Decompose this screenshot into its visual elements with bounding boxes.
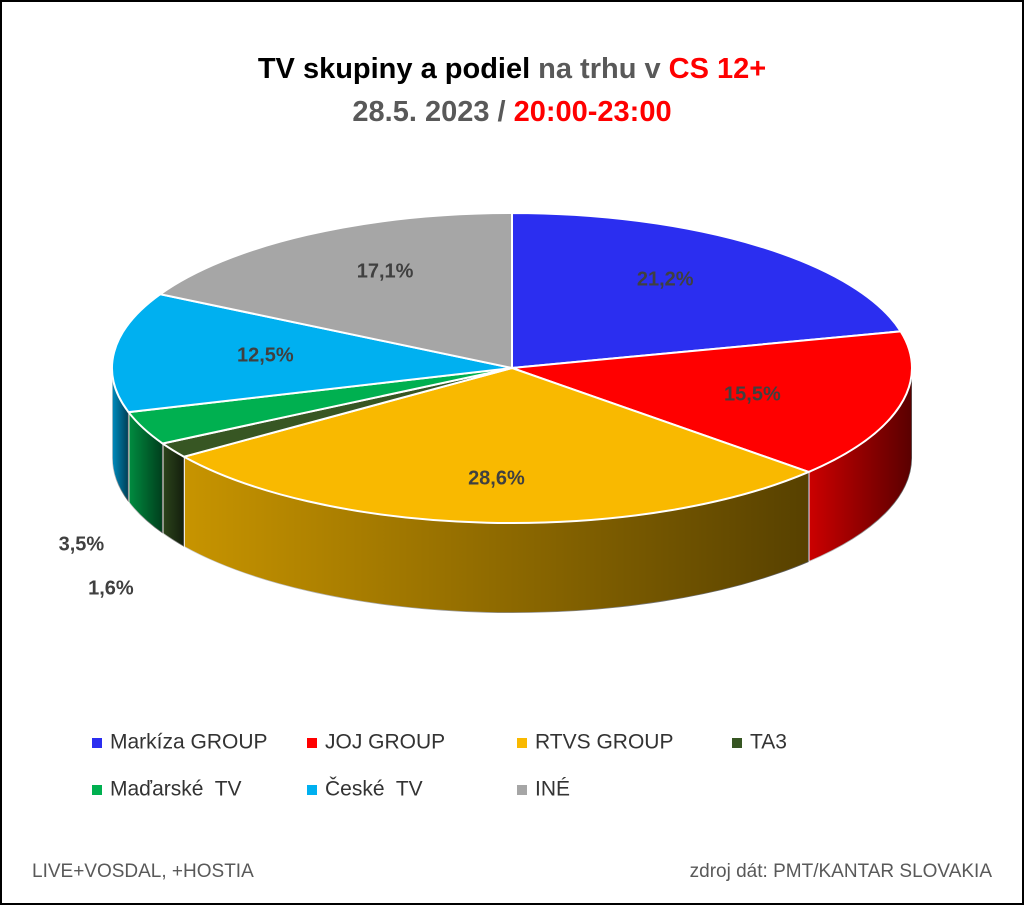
- data-label: 21,2%: [637, 269, 694, 291]
- side-shade: [112, 368, 129, 503]
- subtitle-part: 28.5. 2023 /: [352, 96, 505, 128]
- chart-title: TV skupiny a podiel na trhu v CS 12+: [258, 53, 766, 85]
- legend-label: TA3: [750, 731, 787, 754]
- chart-subtitle: 28.5. 2023 / 20:00-23:00: [352, 96, 671, 128]
- slice: [511, 211, 903, 370]
- slice: [157, 211, 513, 370]
- slice: [111, 293, 513, 414]
- slice: [511, 330, 913, 474]
- side-shade: [184, 456, 809, 613]
- legend-label: INÉ: [535, 778, 570, 801]
- data-label: 1,6%: [88, 577, 134, 599]
- title-part: TV skupiny a podiel: [258, 53, 530, 85]
- legend-swatch: [307, 738, 317, 748]
- footnote-left: LIVE+VOSDAL, +HOSTIA: [32, 861, 254, 882]
- side-shade: [162, 443, 185, 547]
- side-shade: [808, 368, 912, 562]
- data-label: 28,6%: [468, 468, 525, 490]
- data-label: 3,5%: [59, 533, 105, 555]
- pie: 21,2% 15,5% 28,6% 1,6% 3,5% 12,5% 17,1%: [59, 211, 913, 614]
- legend-label: Markíza GROUP: [110, 731, 268, 754]
- legend-swatch: [517, 785, 527, 795]
- legend-label: JOJ GROUP: [325, 731, 445, 754]
- subtitle-part: 20:00-23:00: [514, 96, 672, 128]
- data-label: 15,5%: [724, 384, 781, 406]
- legend: Markíza GROUP JOJ GROUP RTVS GROUP TA3 Maďar…: [92, 731, 787, 801]
- legend-label: České TV: [325, 778, 423, 801]
- legend-swatch: [307, 785, 317, 795]
- legend-label: Maďarské TV: [110, 778, 242, 801]
- data-label: 12,5%: [237, 345, 294, 367]
- side-shade: [128, 412, 163, 534]
- title-part: CS 12+: [669, 53, 767, 85]
- legend-swatch: [92, 738, 102, 748]
- footnote-right: zdroj dát: PMT/KANTAR SLOVAKIA: [690, 861, 993, 882]
- slice: [181, 366, 812, 524]
- legend-label: RTVS GROUP: [535, 731, 673, 754]
- legend-swatch: [732, 738, 742, 748]
- legend-swatch: [517, 738, 527, 748]
- title-part: na trhu v: [538, 53, 660, 85]
- legend-swatch: [92, 785, 102, 795]
- data-label: 17,1%: [357, 260, 414, 282]
